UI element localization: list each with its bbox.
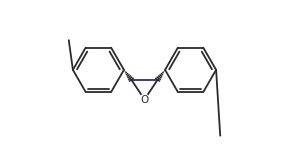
- Text: O: O: [140, 95, 149, 105]
- Circle shape: [140, 94, 149, 104]
